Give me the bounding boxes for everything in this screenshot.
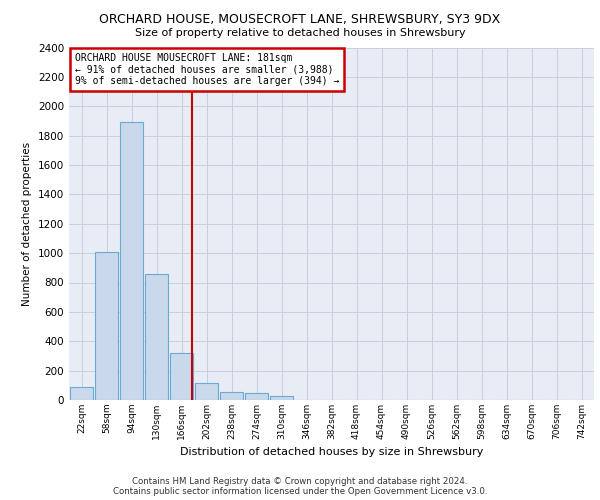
Bar: [245, 394, 268, 400]
Y-axis label: Number of detached properties: Number of detached properties: [22, 142, 32, 306]
Text: Contains public sector information licensed under the Open Government Licence v3: Contains public sector information licen…: [113, 487, 487, 496]
Bar: [170, 353, 193, 400]
Bar: [195, 383, 218, 400]
Bar: [70, 387, 93, 400]
X-axis label: Distribution of detached houses by size in Shrewsbury: Distribution of detached houses by size …: [180, 448, 483, 458]
Text: ORCHARD HOUSE MOUSECROFT LANE: 181sqm
← 91% of detached houses are smaller (3,98: ORCHARD HOUSE MOUSECROFT LANE: 181sqm ← …: [74, 53, 339, 86]
Bar: [145, 274, 168, 400]
Bar: [95, 252, 118, 400]
Bar: [120, 122, 143, 400]
Bar: [270, 396, 293, 400]
Bar: [220, 392, 243, 400]
Text: ORCHARD HOUSE, MOUSECROFT LANE, SHREWSBURY, SY3 9DX: ORCHARD HOUSE, MOUSECROFT LANE, SHREWSBU…: [100, 12, 500, 26]
Text: Contains HM Land Registry data © Crown copyright and database right 2024.: Contains HM Land Registry data © Crown c…: [132, 477, 468, 486]
Text: Size of property relative to detached houses in Shrewsbury: Size of property relative to detached ho…: [134, 28, 466, 38]
